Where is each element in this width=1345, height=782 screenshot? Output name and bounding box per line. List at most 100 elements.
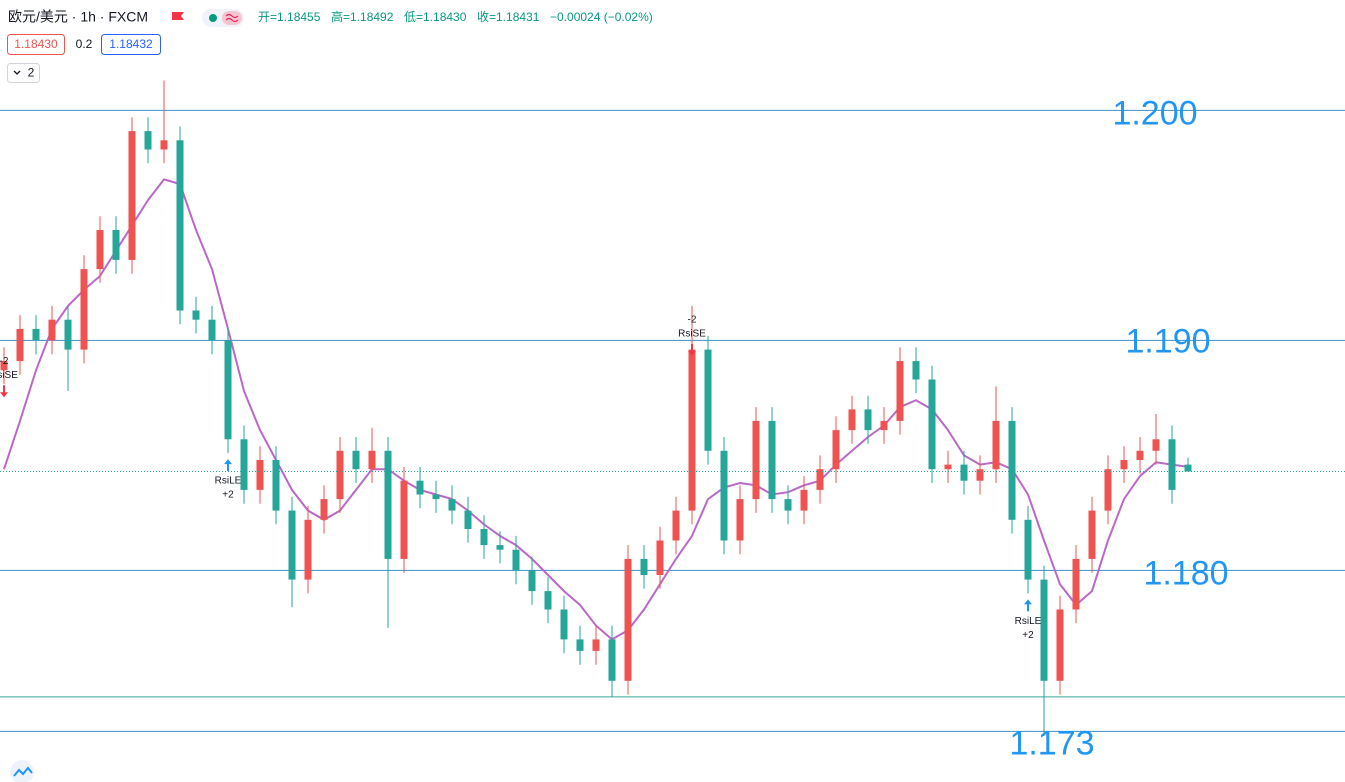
candle-body bbox=[1104, 469, 1112, 511]
candle-body bbox=[448, 499, 456, 511]
signal-name: RsiSE bbox=[678, 329, 706, 340]
candle-body bbox=[720, 450, 728, 541]
ohlc-low: 低=1.18430 bbox=[404, 10, 467, 24]
candle-body bbox=[1088, 510, 1096, 559]
header: 欧元/美元 · 1h · FXCM 开=1.18455 高=1.18492 低=… bbox=[7, 9, 653, 782]
candle-body bbox=[112, 230, 120, 260]
candle-body bbox=[688, 349, 696, 511]
candle-body bbox=[656, 540, 664, 575]
candle-body bbox=[432, 494, 440, 500]
candle-body bbox=[480, 529, 488, 546]
candle-body bbox=[384, 450, 392, 559]
signal-name: RsiSE bbox=[0, 370, 18, 381]
candle-body bbox=[816, 469, 824, 490]
signal-qty: +2 bbox=[1022, 630, 1034, 641]
candle-body bbox=[512, 549, 520, 571]
collapse-button[interactable] bbox=[7, 63, 40, 83]
ohlc-close: 收=1.18431 bbox=[477, 10, 540, 24]
candle-body bbox=[1120, 460, 1128, 470]
ohlc-high: 高=1.18492 bbox=[331, 9, 394, 24]
level-label: 1.180 bbox=[1143, 554, 1228, 592]
candle-body bbox=[576, 639, 584, 651]
candle-body bbox=[368, 450, 376, 470]
candle-body bbox=[672, 510, 680, 541]
collapse-count: 2 bbox=[28, 66, 35, 80]
candle-body bbox=[224, 340, 232, 440]
plot-area: 1.200 1.190 1.180 1.173 -2 RsiSE RsiLE +2 -2 RsiS… bbox=[0, 80, 1345, 762]
candle-body bbox=[1056, 609, 1064, 681]
wave-icon bbox=[222, 11, 242, 25]
candle-body bbox=[768, 420, 776, 500]
candle-body bbox=[896, 361, 904, 421]
candle-body bbox=[16, 328, 24, 362]
candle-body bbox=[304, 519, 312, 580]
candle-body bbox=[144, 131, 152, 150]
candle-body bbox=[496, 545, 504, 550]
candle-body bbox=[48, 319, 56, 341]
candle-body bbox=[64, 319, 72, 350]
logo-glyph bbox=[13, 766, 33, 777]
candle-body bbox=[640, 558, 648, 575]
candle-body bbox=[560, 609, 568, 640]
candle-body bbox=[1168, 439, 1176, 490]
candle-body bbox=[1040, 579, 1048, 681]
candle-body bbox=[880, 420, 888, 431]
candle-body bbox=[240, 439, 248, 490]
candle-body bbox=[624, 558, 632, 681]
candle-body bbox=[96, 230, 104, 270]
signal-name: RsiLE bbox=[1015, 616, 1042, 627]
candle-body bbox=[912, 361, 920, 380]
candle-body bbox=[0, 361, 8, 371]
ask-price: 1.18432 bbox=[109, 37, 153, 51]
candle-body bbox=[736, 499, 744, 541]
candle-body bbox=[976, 469, 984, 481]
candle-body bbox=[1008, 420, 1016, 520]
signal-arrow bbox=[224, 459, 232, 472]
buy-chip[interactable] bbox=[101, 34, 161, 55]
status-dot bbox=[209, 14, 217, 22]
candle-body bbox=[336, 450, 344, 500]
candle-body bbox=[1152, 439, 1160, 451]
wave-glyph bbox=[225, 13, 239, 23]
sell-chip[interactable] bbox=[7, 34, 65, 55]
signal-name: RsiLE bbox=[215, 476, 242, 487]
signal-arrow bbox=[688, 343, 696, 356]
bid-price: 1.18430 bbox=[14, 37, 58, 51]
candle-body bbox=[1184, 464, 1192, 472]
candle-body bbox=[1072, 558, 1080, 610]
candle-body bbox=[992, 420, 1000, 470]
candle-body bbox=[832, 430, 840, 470]
level-label: 1.200 bbox=[1112, 94, 1197, 132]
candle-body bbox=[416, 480, 424, 495]
candle-body bbox=[80, 269, 88, 350]
candle-body bbox=[1024, 519, 1032, 580]
candle-body bbox=[208, 319, 216, 341]
candle-body bbox=[528, 570, 536, 592]
signal-arrow bbox=[0, 385, 8, 398]
symbol-title: 欧元/美元 · 1h · FXCM bbox=[8, 9, 148, 25]
signal-qty: -2 bbox=[0, 356, 9, 367]
candle-body bbox=[192, 310, 200, 320]
level-label: 1.190 bbox=[1125, 322, 1210, 360]
signal-arrow bbox=[1024, 599, 1032, 612]
candle-body bbox=[1136, 450, 1144, 460]
ohlc-open: 开=1.18455 bbox=[258, 10, 321, 24]
candle-body bbox=[928, 379, 936, 470]
candle-body bbox=[128, 131, 136, 260]
logo-icon bbox=[10, 760, 34, 782]
candle-body bbox=[160, 140, 168, 150]
signal-qty: +2 bbox=[222, 490, 234, 501]
candle-body bbox=[400, 480, 408, 559]
candle-body bbox=[272, 460, 280, 511]
chevron-icon bbox=[13, 70, 21, 75]
candle-body bbox=[32, 328, 40, 341]
candle-body bbox=[320, 499, 328, 520]
signal-qty: -2 bbox=[688, 315, 697, 326]
candle-body bbox=[256, 460, 264, 490]
candle-body bbox=[960, 464, 968, 481]
candle-body bbox=[704, 349, 712, 451]
ohlc-change: −0.00024 (−0.02%) bbox=[550, 10, 653, 24]
level-label: 1.173 bbox=[1009, 724, 1094, 762]
